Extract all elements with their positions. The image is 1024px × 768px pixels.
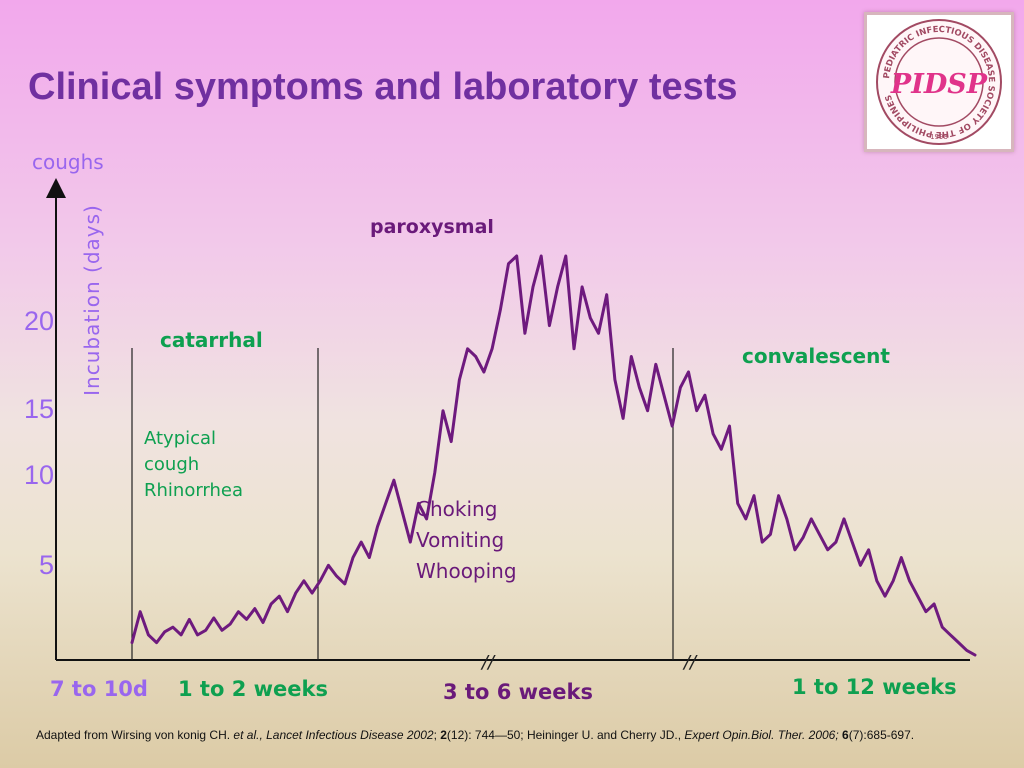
symptom-text: Atypical bbox=[144, 428, 217, 449]
cough-curve-group bbox=[130, 254, 977, 657]
duration-incubation: 7 to 10d bbox=[50, 677, 148, 701]
cough-intensity-line bbox=[130, 254, 977, 657]
citation-caption: Adapted from Wirsing von konig CH. et al… bbox=[36, 728, 914, 742]
paroxysmal-symptoms: Choking Vomiting Whooping bbox=[416, 494, 517, 587]
duration-convalescent: 1 to 12 weeks bbox=[792, 675, 957, 699]
symptom-text: Rhinorrhea bbox=[144, 480, 244, 501]
y-axis-top-label: coughs bbox=[32, 150, 104, 174]
caption-text: : 744—50; Heininger U. and Cherry JD., bbox=[468, 728, 685, 742]
caption-text: Adapted from Wirsing von konig CH. bbox=[36, 728, 234, 742]
caption-text: ; bbox=[433, 728, 441, 742]
y-tick-label: 5 bbox=[38, 550, 54, 580]
symptom-text: Vomiting bbox=[416, 528, 505, 552]
duration-paroxysmal: 3 to 6 weeks bbox=[443, 680, 593, 704]
symptom-text: Choking bbox=[416, 497, 498, 521]
caption-text: (7):685-697. bbox=[848, 728, 915, 742]
y-tick-label: 10 bbox=[23, 460, 54, 490]
stage-label-catarrhal: catarrhal bbox=[160, 328, 263, 352]
caption-volume: 2 bbox=[440, 728, 447, 742]
caption-text: et al., bbox=[233, 728, 267, 742]
axis-break-marker: // bbox=[682, 652, 698, 673]
y-tick-label: 15 bbox=[23, 394, 54, 424]
symptom-text: Whooping bbox=[416, 559, 517, 583]
logo-year: 1993 bbox=[930, 133, 948, 141]
caption-journal: Lancet Infectious Disease 2002 bbox=[266, 728, 434, 742]
slide-title: Clinical symptoms and laboratory tests bbox=[28, 66, 738, 108]
pidsp-logo: PEDIATRIC INFECTIOUS DISEASE SOCIETY OF … bbox=[864, 12, 1014, 152]
caption-journal: Expert Opin.Biol. Ther. 2006; bbox=[684, 728, 839, 742]
y-tick-label: 20 bbox=[23, 306, 54, 336]
stage-label-paroxysmal: paroxysmal bbox=[370, 216, 494, 238]
stage-label-convalescent: convalescent bbox=[742, 344, 890, 368]
caption-volume: 6 bbox=[842, 728, 849, 742]
logo-text: PIDSP bbox=[890, 69, 988, 100]
catarrhal-symptoms: Atypical cough Rhinorrhea bbox=[144, 426, 243, 504]
caption-text: (12) bbox=[446, 728, 469, 742]
duration-catarrhal: 1 to 2 weeks bbox=[178, 677, 328, 701]
symptom-text: cough bbox=[144, 454, 200, 475]
axis-break-marker: // bbox=[480, 652, 496, 673]
